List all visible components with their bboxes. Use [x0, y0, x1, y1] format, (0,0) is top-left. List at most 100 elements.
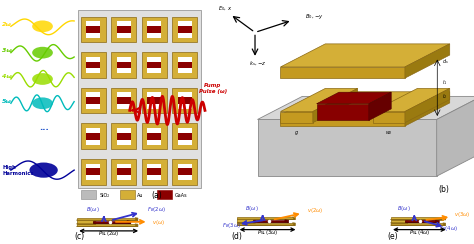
Polygon shape	[391, 220, 405, 223]
Text: $P_{NL}(3\omega)$: $P_{NL}(3\omega)$	[257, 228, 278, 237]
Bar	[178, 164, 191, 180]
Bar	[117, 92, 131, 109]
Text: $k_s$, $-z$: $k_s$, $-z$	[249, 59, 266, 68]
Bar	[142, 88, 167, 113]
Ellipse shape	[32, 73, 53, 85]
Polygon shape	[369, 92, 391, 121]
Bar	[178, 92, 191, 109]
Bar	[172, 52, 197, 78]
Ellipse shape	[32, 97, 53, 109]
Bar	[172, 159, 197, 185]
Bar	[178, 133, 191, 140]
Bar	[81, 88, 106, 113]
Bar	[172, 88, 197, 113]
Text: $l_1$: $l_1$	[442, 78, 447, 87]
Polygon shape	[443, 223, 446, 225]
Polygon shape	[77, 226, 138, 227]
Bar	[142, 159, 167, 185]
Text: High
Harmonics: High Harmonics	[2, 165, 34, 175]
Polygon shape	[93, 221, 127, 223]
Text: $F_B(2\omega)$: $F_B(2\omega)$	[147, 205, 166, 214]
Bar	[157, 190, 172, 200]
Text: 5ω: 5ω	[2, 99, 12, 104]
Text: Pump
Pulse (ω): Pump Pulse (ω)	[199, 83, 227, 94]
Polygon shape	[405, 92, 450, 126]
Polygon shape	[285, 220, 289, 222]
Bar	[147, 169, 161, 175]
Polygon shape	[93, 223, 131, 224]
Bar	[86, 97, 100, 104]
Polygon shape	[127, 221, 131, 224]
Bar	[172, 123, 197, 149]
Bar	[172, 17, 197, 42]
Polygon shape	[253, 220, 285, 222]
Text: $l_2$: $l_2$	[442, 92, 447, 101]
Bar	[86, 169, 100, 175]
Bar	[178, 21, 191, 38]
Polygon shape	[436, 220, 439, 223]
Text: $v(\omega)$: $v(\omega)$	[152, 218, 165, 227]
Polygon shape	[237, 223, 292, 225]
Polygon shape	[257, 120, 437, 176]
Polygon shape	[405, 220, 408, 223]
Bar	[86, 21, 100, 38]
Bar	[117, 57, 131, 73]
Polygon shape	[77, 224, 135, 226]
Text: SiO₂: SiO₂	[99, 193, 109, 198]
Polygon shape	[405, 88, 450, 123]
Bar	[142, 123, 167, 149]
Bar	[117, 128, 131, 144]
Polygon shape	[313, 88, 358, 123]
Bar	[147, 57, 161, 73]
Polygon shape	[257, 96, 474, 120]
Text: ...: ...	[39, 123, 48, 132]
Bar	[81, 123, 106, 149]
Polygon shape	[391, 217, 443, 220]
Polygon shape	[292, 217, 295, 220]
Bar	[147, 92, 161, 109]
Bar	[117, 169, 131, 175]
Text: $E_0$, $x$: $E_0$, $x$	[218, 4, 232, 13]
Bar	[147, 133, 161, 140]
Bar	[86, 164, 100, 180]
Bar	[111, 159, 136, 185]
Bar	[142, 17, 167, 42]
Bar	[117, 97, 131, 104]
Polygon shape	[443, 217, 446, 220]
Ellipse shape	[32, 47, 53, 59]
Bar	[86, 128, 100, 144]
Text: $F_B(3\omega)$: $F_B(3\omega)$	[222, 221, 241, 230]
Polygon shape	[281, 115, 405, 126]
Text: 2ω: 2ω	[2, 22, 12, 27]
Polygon shape	[135, 224, 138, 227]
Polygon shape	[281, 92, 450, 115]
Polygon shape	[317, 92, 391, 104]
Polygon shape	[135, 218, 138, 221]
Polygon shape	[281, 112, 313, 123]
Polygon shape	[281, 88, 358, 112]
Bar	[79, 10, 201, 188]
Bar	[117, 133, 131, 140]
Bar	[81, 190, 96, 200]
Text: $P_{NL}(4\omega)$: $P_{NL}(4\omega)$	[409, 228, 430, 237]
Bar	[81, 159, 106, 185]
Text: $v(3\omega)$: $v(3\omega)$	[455, 210, 471, 219]
Bar	[81, 52, 106, 78]
Bar	[142, 52, 167, 78]
Bar	[86, 57, 100, 73]
Polygon shape	[93, 220, 96, 224]
Polygon shape	[237, 217, 292, 219]
Text: Au: Au	[137, 193, 144, 198]
Text: (a): (a)	[152, 192, 163, 201]
Bar	[147, 61, 161, 69]
Bar	[86, 92, 100, 109]
Ellipse shape	[32, 20, 53, 32]
Text: $B_0$, $-y$: $B_0$, $-y$	[305, 12, 324, 21]
Bar	[178, 57, 191, 73]
Bar	[147, 26, 161, 33]
Bar	[120, 190, 135, 200]
Ellipse shape	[29, 163, 58, 178]
Polygon shape	[77, 220, 93, 224]
Polygon shape	[237, 219, 253, 223]
Polygon shape	[281, 67, 405, 78]
